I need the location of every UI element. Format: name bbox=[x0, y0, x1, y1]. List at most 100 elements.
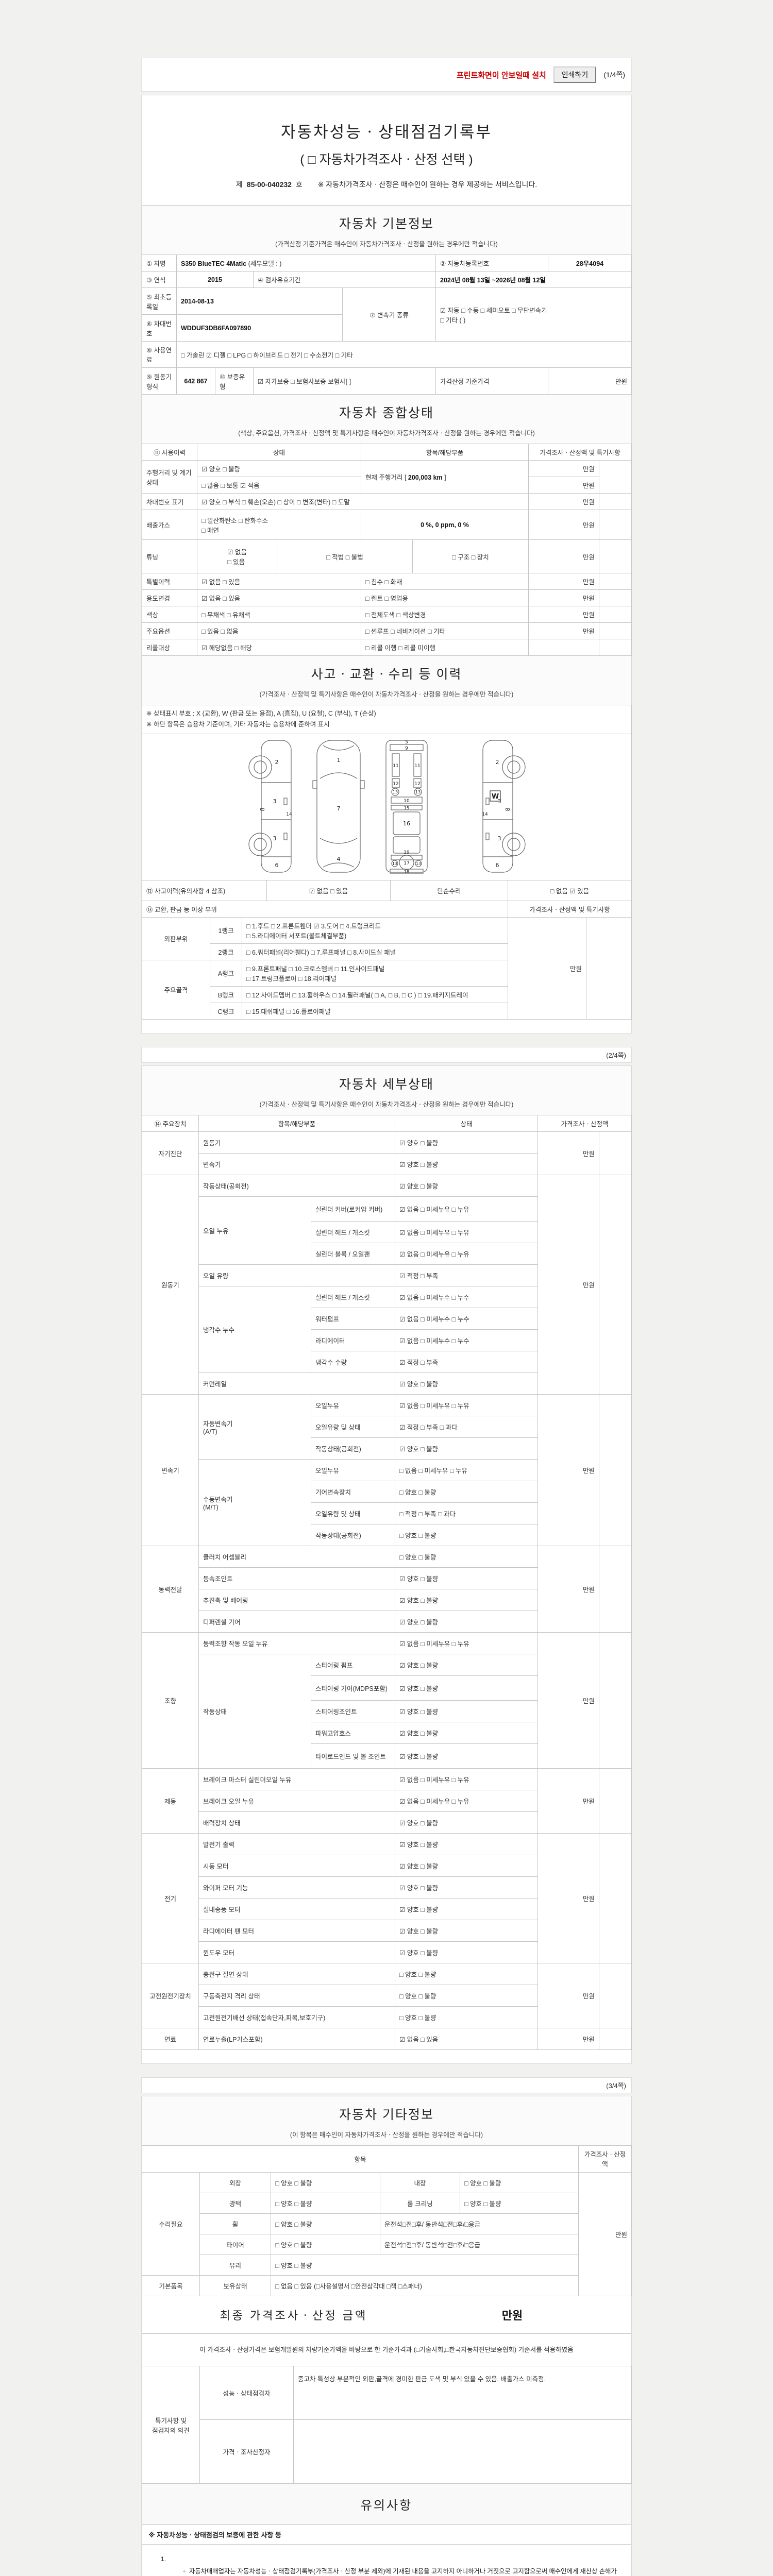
overall-state-table: ⑪ 사용이력 상태 항목/해당부품 가격조사ㆍ산정액 및 특기사항 주행거리 및… bbox=[142, 444, 632, 656]
cell-empty bbox=[598, 573, 632, 590]
state-checkbox-group: ☑ 양호 □ 불량 bbox=[395, 1854, 539, 1877]
cell-label: 룸 크리닝 bbox=[380, 2192, 460, 2214]
tuning-legal-checkbox: □ 적법 □ 불법 bbox=[277, 540, 412, 573]
cell-subitem: 스티어링조인트 bbox=[310, 1700, 396, 1722]
mileage-value: 200,003 km bbox=[408, 474, 443, 481]
model-year: 2015 bbox=[176, 271, 254, 288]
recall-checkbox-group: ☑ 해당없음 □ 해당 bbox=[197, 639, 361, 656]
wheel-position-checkbox-group: 운전석□전□후/ 동반석□전□후/□응급 bbox=[379, 2213, 579, 2234]
panel-8-label: 8 bbox=[259, 807, 266, 811]
basic-items-checkbox-group: □ 없음 □ 있음 (□사용설명서 □안전삼각대 □잭 □스패너) bbox=[270, 2275, 579, 2296]
doc-number-line: 제 85-00-040232 호 ※ 자동차가격조사ㆍ산정은 매수인이 원하는 경우… bbox=[142, 179, 631, 190]
install-plugin-link[interactable]: 프린트화면이 안보일때 설치 bbox=[456, 71, 546, 80]
cell-item: 고전원전기배선 상태(접속단자,피복,보호기구) bbox=[198, 2006, 396, 2028]
device-group: 변속기 bbox=[142, 1394, 199, 1546]
panel-14-label: 14 bbox=[286, 812, 292, 817]
tire-position-checkbox-group: 운전석□전□후/ 동반석□전□후/□응급 bbox=[379, 2233, 579, 2255]
state-checkbox-group: ☑ 적정 □ 부족 □ 과다 bbox=[395, 1415, 539, 1438]
car-diagram: 2 3 3 6 8 14 1 7 4 5 9 11 11 12 bbox=[248, 740, 526, 874]
rent-commercial-checkbox-group: □ 렌트 □ 영업용 bbox=[361, 589, 529, 606]
cell-label: ③ 연식 bbox=[142, 271, 177, 288]
group-label: 주요골격 bbox=[142, 959, 210, 1020]
cell-label: ⑨ 원동기형식 bbox=[142, 367, 177, 395]
cell-label: ⑥ 차대번호 bbox=[142, 314, 177, 342]
state-checkbox-group: ☑ 양호 □ 불량 bbox=[395, 1588, 539, 1611]
cell-label: ⑫ 사고이력(유의사항 4 참조) bbox=[142, 879, 267, 901]
section-basic-info: 자동차 기본정보 (가격산정 기준가격은 매수인이 자동차가격조사ㆍ산정을 원하… bbox=[142, 205, 631, 255]
cell-price: 만원 bbox=[508, 917, 586, 1020]
state-checkbox-group: ☑ 양호 □ 불량 bbox=[395, 1131, 539, 1154]
section-accident-history: 사고ㆍ교환ㆍ수리 등 이력 (가격조사ㆍ산정액 및 특기사항은 매수인이 자동차… bbox=[142, 655, 631, 705]
col-header: ⑪ 사용이력 bbox=[142, 444, 197, 461]
panel-13-label: 13 bbox=[415, 790, 420, 794]
cell-empty bbox=[599, 2027, 632, 2050]
col-header: 가격조사ㆍ산정액 및 특기사항 bbox=[528, 444, 632, 461]
state-checkbox-group: □ 양호 □ 불량 bbox=[395, 2006, 539, 2028]
cell-price: 만원 bbox=[578, 2172, 632, 2296]
cell-price: 만원 bbox=[537, 1833, 600, 1963]
cell-item: 등속조인트 bbox=[198, 1567, 396, 1589]
cell-empty bbox=[598, 606, 632, 623]
panel-5-label: 5 bbox=[405, 740, 408, 745]
group-label: 외판부위 bbox=[142, 917, 210, 960]
page-marker-1: (1/4쪽) bbox=[603, 71, 625, 79]
state-checkbox-group: □ 양호 □ 불량 bbox=[395, 1962, 539, 1985]
cell-item: 디퍼렌셜 기어 bbox=[198, 1610, 396, 1633]
cell-price: 만원 bbox=[528, 622, 599, 639]
print-button[interactable]: 인쇄하기 bbox=[553, 66, 597, 83]
tuning-checkbox-group: ☑ 없음 □ 있음 □ 적법 □ 불법 □ 구조 □ 장치 bbox=[197, 539, 529, 573]
cell-label: 내장 bbox=[380, 2172, 460, 2193]
state-checkbox-group: □ 양호 □ 불량 bbox=[270, 2254, 579, 2276]
emission-values: 0 %, 0 ppm, 0 % bbox=[361, 510, 529, 540]
cell-price: 만원 bbox=[537, 1962, 600, 2028]
cell-empty bbox=[528, 639, 599, 656]
panel-8-label: 8 bbox=[505, 807, 511, 811]
state-checkbox-group: ☑ 없음 □ 있음 bbox=[395, 2027, 539, 2050]
warranty-checkbox-group: ☑ 자가보증 □ 보험사보증 보험사[ ] bbox=[253, 367, 436, 395]
col-header: 상태 bbox=[395, 1114, 539, 1132]
state-checkbox-group: ☑ 없음 □ 미세누수 □ 누수 bbox=[395, 1329, 539, 1351]
cell-label: 주요옵션 bbox=[142, 622, 197, 639]
cell-subitem: 작동상태(공회전) bbox=[310, 1523, 396, 1546]
first-registration-date: 2014-08-13 bbox=[176, 287, 343, 315]
cell-label: 리콜대상 bbox=[142, 639, 197, 656]
cell-item: 추진축 및 베어링 bbox=[198, 1588, 396, 1611]
state-checkbox-group: □ 양호 □ 불량 bbox=[271, 2213, 380, 2234]
cell-item: 변속기 bbox=[198, 1153, 396, 1175]
cell-empty bbox=[598, 639, 632, 656]
doc-number: 85-00-040232 bbox=[246, 180, 292, 189]
cell-label: ⑦ 변속기 종류 bbox=[342, 287, 436, 342]
panel-4-label: 4 bbox=[337, 856, 340, 862]
cell-item: 충전구 절연 상태 bbox=[198, 1962, 396, 1985]
cell-price: 만원 bbox=[528, 539, 599, 573]
damage-mark-w: W bbox=[491, 793, 498, 801]
panel-2-label: 2 bbox=[275, 759, 278, 766]
cell-label: ⑧ 사용연료 bbox=[142, 341, 177, 368]
cell-empty bbox=[598, 622, 632, 639]
section-detail-state: 자동차 세부상태 (가격조사ㆍ산정액 및 특기사항은 매수인이 자동차가격조사ㆍ… bbox=[142, 1065, 631, 1115]
car-name: S350 BlueTEC 4Matic bbox=[181, 260, 247, 267]
rankB-checkbox-group: □ 12.사이드멤버 □ 13.휠하우스 □ 14.필러패널( □ A, □ B… bbox=[242, 986, 508, 1003]
rank2-checkbox-group: □ 6.쿼터패널(리어휀다) □ 7.루프패널 □ 8.사이드실 패널 bbox=[242, 943, 508, 960]
cell-label: 배출가스 bbox=[142, 510, 197, 540]
cell-price: 만원 bbox=[537, 2027, 600, 2050]
panel-13-label: 13 bbox=[415, 861, 421, 866]
page-marker-3: (3/4쪽) bbox=[141, 2077, 632, 2093]
cell-item: 동력조향 작동 오일 누유 bbox=[198, 1632, 396, 1654]
final-price-label: 최종 가격조사ㆍ산정 금액 bbox=[220, 2309, 368, 2322]
cell-item: 연료누출(LP가스포함) bbox=[198, 2027, 396, 2050]
cell-label: ⑬ 교환, 판금 등 이상 부위 bbox=[142, 900, 508, 918]
fuel-checkbox-group: □ 가솔린 ☑ 디젤 □ LPG □ 하이브리드 □ 전기 □ 수소전기 □ 기… bbox=[176, 341, 632, 368]
doc-no-prefix: 제 bbox=[236, 180, 243, 189]
panel-12-label: 12 bbox=[414, 782, 420, 787]
state-checkbox-group: ☑ 양호 □ 불량 bbox=[395, 1610, 539, 1633]
state-checkbox-group: □ 양호 □ 불량 bbox=[395, 1523, 539, 1546]
cell-label: 주행거리 및 계기상태 bbox=[142, 460, 197, 494]
panel-14-label: 14 bbox=[482, 812, 488, 817]
cell-subitem: 파워고압호스 bbox=[310, 1721, 396, 1744]
panel-1-label: 1 bbox=[337, 757, 340, 764]
state-checkbox-group: □ 양호 □ 불량 bbox=[459, 2172, 579, 2193]
state-checkbox-group: □ 적정 □ 부족 □ 과다 bbox=[395, 1502, 539, 1524]
col-header: 가격조사ㆍ산정액 bbox=[537, 1114, 632, 1132]
panel-15-label: 15 bbox=[404, 806, 409, 810]
